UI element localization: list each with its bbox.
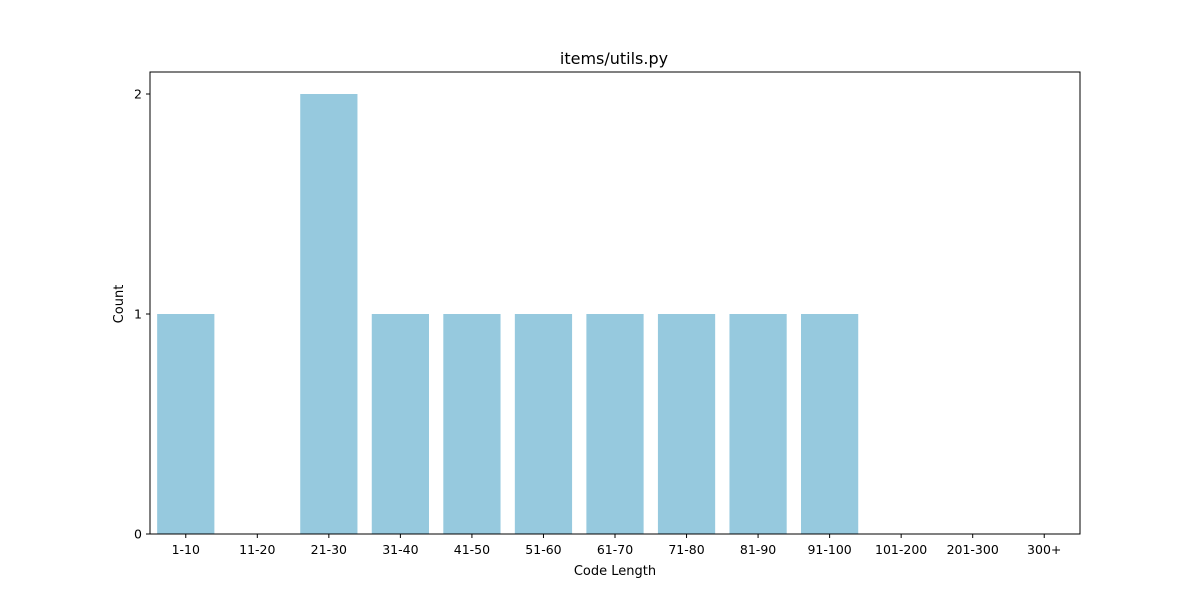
x-tick-label: 41-50	[454, 542, 490, 557]
bar-91-100	[801, 314, 859, 534]
x-tick-label: 21-30	[311, 542, 347, 557]
y-tick-label: 2	[134, 87, 142, 102]
bar-21-30	[300, 94, 358, 534]
y-axis: 0 1 2	[134, 87, 150, 542]
x-tick-label: 61-70	[597, 542, 633, 557]
bar-series	[157, 94, 859, 534]
y-tick-label: 1	[134, 307, 142, 322]
bar-31-40	[371, 314, 429, 534]
bar-81-90	[729, 314, 787, 534]
x-tick-label: 300+	[1027, 542, 1061, 557]
bar-71-80	[657, 314, 716, 534]
bar-1-10	[157, 314, 215, 534]
x-axis-label: Code Length	[574, 564, 656, 579]
x-tick-label: 71-80	[668, 542, 704, 557]
bar-51-60	[514, 314, 573, 534]
x-tick-label: 1-10	[172, 542, 200, 557]
bar-41-50	[443, 314, 501, 534]
x-tick-label: 201-300	[947, 542, 999, 557]
x-tick-label: 81-90	[740, 542, 776, 557]
y-axis-label: Count	[112, 285, 127, 324]
x-tick-label: 91-100	[807, 542, 851, 557]
x-axis: 1-10 11-20 21-30 31-40 41-50 51-60 61-70 71-80 8…	[172, 534, 1061, 557]
x-tick-label: 101-200	[875, 542, 927, 557]
x-tick-label: 51-60	[525, 542, 561, 557]
x-tick-label: 11-20	[239, 542, 275, 557]
bar-61-70	[586, 314, 644, 534]
x-tick-label: 31-40	[382, 542, 418, 557]
y-tick-label: 0	[134, 527, 142, 542]
chart-title: items/utils.py	[560, 49, 668, 68]
